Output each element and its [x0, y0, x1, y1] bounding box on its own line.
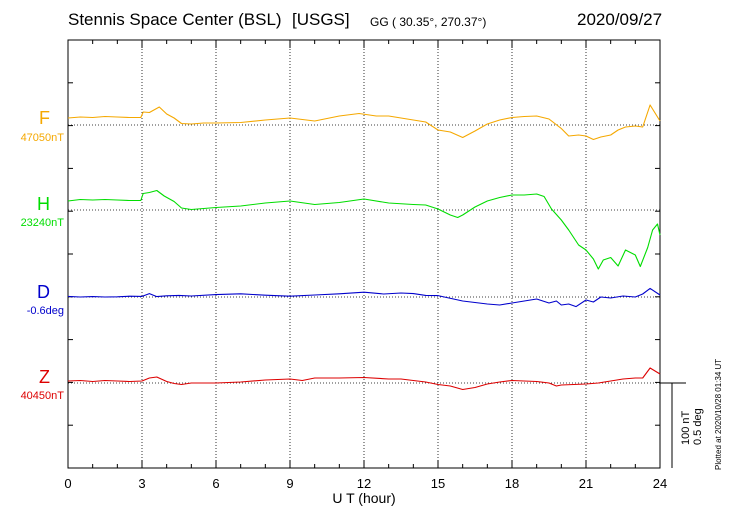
x-tick-label-9: 9 [286, 476, 293, 491]
x-tick-label-15: 15 [431, 476, 445, 491]
x-tick-labels: 0 3 6 9 12 15 18 21 24 [64, 476, 667, 491]
channel-baseline-z: 40450nT [20, 390, 64, 402]
x-axis-label: U T (hour) [332, 490, 395, 506]
channel-baseline-f: 47050nT [20, 132, 64, 144]
scale-deg-label: 0.5 deg [692, 408, 704, 445]
station-title: Stennis Space Center (BSL) [68, 10, 282, 29]
x-tick-label-6: 6 [212, 476, 219, 491]
plotted-timestamp: Plotted at 2020/10/28 01:34 UT [714, 358, 723, 470]
channel-baseline-h: 23240nT [20, 217, 64, 229]
grid-lines [141, 40, 587, 468]
channel-label-h: H [37, 194, 50, 214]
trace-d [67, 287, 661, 308]
network-label: [USGS] [292, 10, 350, 29]
trace-z [67, 367, 661, 391]
channel-baseline-d: -0.6deg [26, 305, 64, 317]
data-traces [67, 104, 661, 391]
plot-date: 2020/09/27 [577, 10, 663, 29]
station-coordinates: GG ( 30.35°, 270.37°) [370, 15, 487, 29]
x-tick-label-12: 12 [357, 476, 371, 491]
channel-label-f: F [39, 108, 50, 128]
x-tick-label-0: 0 [64, 476, 71, 491]
trace-f [67, 104, 661, 141]
channel-label-d: D [37, 282, 50, 302]
x-tick-label-21: 21 [579, 476, 593, 491]
x-tick-label-18: 18 [505, 476, 519, 491]
x-tick-label-24: 24 [653, 476, 667, 491]
trace-h [67, 189, 661, 270]
channel-label-z: Z [39, 367, 50, 387]
scale-bar [660, 382, 686, 468]
scale-nt-label: 100 nT [680, 410, 692, 445]
x-tick-label-3: 3 [138, 476, 145, 491]
axis-ticks [67, 40, 661, 468]
